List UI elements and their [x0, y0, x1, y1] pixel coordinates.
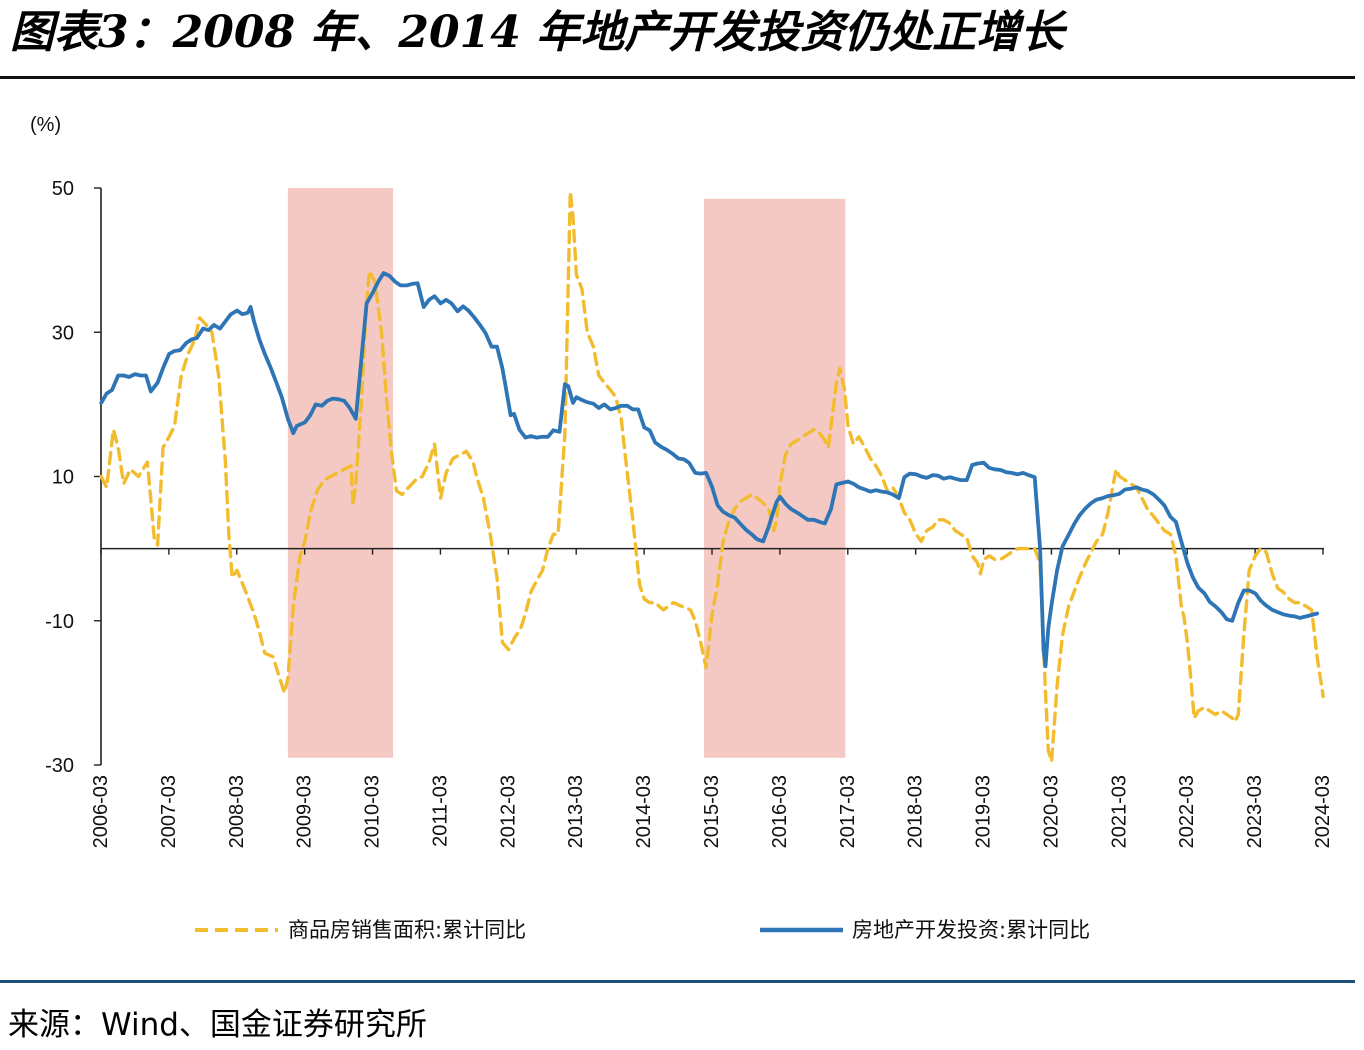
x-tick-label: 2016-03 — [769, 775, 791, 848]
x-tick-label: 2015-03 — [701, 775, 723, 848]
series-lines — [99, 189, 1325, 764]
shaded-period-2 — [704, 198, 846, 758]
y-tick-label: -30 — [45, 755, 74, 777]
x-tick-label: 2021-03 — [1108, 775, 1130, 848]
y-tick-label: 50 — [52, 178, 74, 200]
x-tick-label: 2023-03 — [1244, 775, 1266, 848]
x-tick-label: 2009-03 — [294, 775, 316, 848]
y-axis-ticks: 50 30 10 -10 -30 — [45, 178, 101, 777]
legend: 商品房销售面积:累计同比 房地产开发投资:累计同比 — [195, 918, 1090, 942]
x-tick-label: 2018-03 — [905, 775, 927, 848]
y-tick-label: 30 — [52, 322, 74, 344]
shaded-period-1 — [287, 188, 394, 758]
x-axis-ticks: 2006-03 2007-03 2008-03 2009-03 2010-03 2011-… — [90, 548, 1334, 848]
x-tick-label: 2007-03 — [158, 775, 180, 848]
legend-item-sales-area: 商品房销售面积:累计同比 — [195, 918, 526, 942]
title-divider — [0, 76, 1355, 79]
series-line-sales-area — [99, 189, 1325, 764]
legend-label-sales-area: 商品房销售面积:累计同比 — [288, 918, 526, 942]
x-tick-label: 2008-03 — [226, 775, 248, 848]
legend-item-investment: 房地产开发投资:累计同比 — [760, 918, 1090, 942]
x-tick-label: 2017-03 — [837, 775, 859, 848]
source-note: 来源：Wind、国金证券研究所 — [8, 1007, 427, 1043]
x-tick-label: 2022-03 — [1176, 775, 1198, 848]
y-unit-label: (%) — [30, 114, 61, 136]
legend-label-investment: 房地产开发投资:累计同比 — [852, 918, 1090, 942]
x-tick-label: 2012-03 — [497, 775, 519, 848]
x-tick-label: 2010-03 — [362, 775, 384, 848]
x-tick-label: 2020-03 — [1040, 775, 1062, 848]
footer-divider — [0, 980, 1355, 983]
series-line-investment — [99, 271, 1319, 669]
line-chart: 50 30 10 -10 -30 2006-03 2007-03 2008-03 2009-0… — [30, 114, 1334, 942]
x-tick-label: 2014-03 — [633, 775, 655, 848]
x-tick-label: 2024-03 — [1312, 775, 1334, 848]
chart-title: 图表3：2008 年、2014 年地产开发投资仍处正增长 — [10, 7, 1065, 58]
y-tick-label: -10 — [45, 611, 74, 633]
y-tick-label: 10 — [52, 467, 74, 489]
x-tick-label: 2013-03 — [565, 775, 587, 848]
x-tick-label: 2006-03 — [90, 775, 112, 848]
x-tick-label: 2011-03 — [429, 775, 451, 847]
x-tick-label: 2019-03 — [973, 775, 995, 848]
